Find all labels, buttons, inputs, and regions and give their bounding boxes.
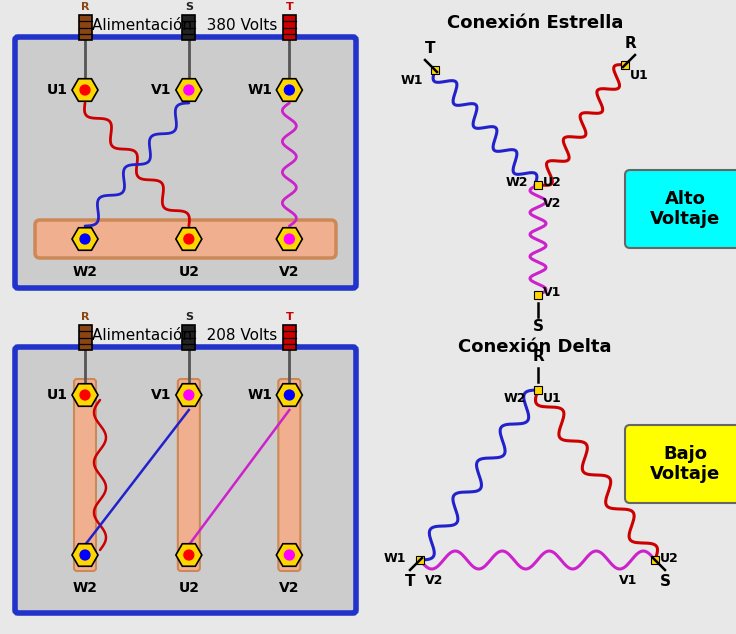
Text: T: T xyxy=(286,2,293,12)
Text: T: T xyxy=(425,41,435,56)
FancyBboxPatch shape xyxy=(35,220,336,258)
Text: W2: W2 xyxy=(73,265,97,279)
Text: U1: U1 xyxy=(630,69,648,82)
Bar xyxy=(416,556,424,564)
Text: V2: V2 xyxy=(279,581,300,595)
Circle shape xyxy=(184,234,194,244)
Bar xyxy=(534,181,542,189)
Circle shape xyxy=(284,234,294,244)
Text: V1: V1 xyxy=(152,388,171,402)
Text: W1: W1 xyxy=(247,83,272,97)
Text: Conexión Delta: Conexión Delta xyxy=(459,338,612,356)
Circle shape xyxy=(284,390,294,400)
Text: R: R xyxy=(624,36,636,51)
Text: U2: U2 xyxy=(660,552,679,564)
Text: U1: U1 xyxy=(47,388,68,402)
FancyBboxPatch shape xyxy=(625,425,736,503)
Bar xyxy=(183,325,195,350)
Text: Alimentación   380 Volts: Alimentación 380 Volts xyxy=(92,18,277,33)
Text: R: R xyxy=(81,2,89,12)
Circle shape xyxy=(184,550,194,560)
Text: V1: V1 xyxy=(152,83,171,97)
Bar xyxy=(534,291,542,299)
Text: S: S xyxy=(185,2,193,12)
Text: W2: W2 xyxy=(503,392,526,405)
Text: W1: W1 xyxy=(247,388,272,402)
Text: U1: U1 xyxy=(47,83,68,97)
Bar xyxy=(283,325,296,350)
Text: S: S xyxy=(660,574,671,589)
Text: Alto
Voltaje: Alto Voltaje xyxy=(650,190,720,228)
Text: V2: V2 xyxy=(425,574,443,587)
Text: S: S xyxy=(185,312,193,322)
Text: T: T xyxy=(405,574,415,589)
Bar xyxy=(431,66,439,74)
Text: Bajo
Voltaje: Bajo Voltaje xyxy=(650,444,720,483)
Text: U2: U2 xyxy=(543,176,562,190)
Circle shape xyxy=(80,85,90,95)
Bar xyxy=(534,386,542,394)
Bar xyxy=(651,556,659,564)
Circle shape xyxy=(80,390,90,400)
Circle shape xyxy=(284,550,294,560)
Bar xyxy=(183,15,195,40)
FancyBboxPatch shape xyxy=(15,37,356,288)
Bar xyxy=(621,61,629,69)
Text: U2: U2 xyxy=(178,265,199,279)
Text: V1: V1 xyxy=(543,287,562,299)
Bar xyxy=(283,15,296,40)
Text: U2: U2 xyxy=(178,581,199,595)
Text: W2: W2 xyxy=(73,581,97,595)
Circle shape xyxy=(80,550,90,560)
FancyBboxPatch shape xyxy=(15,347,356,613)
Circle shape xyxy=(184,85,194,95)
Text: R: R xyxy=(532,349,544,364)
Text: Conexión Estrella: Conexión Estrella xyxy=(447,14,623,32)
Bar xyxy=(79,15,91,40)
Bar xyxy=(79,325,91,350)
Text: V1: V1 xyxy=(619,574,637,587)
Circle shape xyxy=(80,234,90,244)
Text: S: S xyxy=(533,319,543,334)
FancyBboxPatch shape xyxy=(625,170,736,248)
Text: W1: W1 xyxy=(383,552,406,564)
Text: W1: W1 xyxy=(400,74,423,87)
Text: W2: W2 xyxy=(506,176,528,190)
Text: V2: V2 xyxy=(279,265,300,279)
FancyBboxPatch shape xyxy=(74,379,96,571)
Text: R: R xyxy=(81,312,89,322)
Text: U1: U1 xyxy=(543,392,562,405)
FancyBboxPatch shape xyxy=(178,379,200,571)
Circle shape xyxy=(184,390,194,400)
FancyBboxPatch shape xyxy=(278,379,300,571)
Text: Alimentación   208 Volts: Alimentación 208 Volts xyxy=(93,328,277,343)
Circle shape xyxy=(284,85,294,95)
Text: T: T xyxy=(286,312,293,322)
Text: V2: V2 xyxy=(543,197,562,210)
